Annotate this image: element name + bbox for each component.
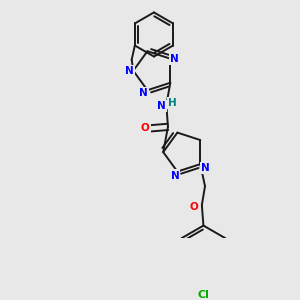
Text: N: N: [170, 54, 178, 64]
Text: O: O: [190, 202, 198, 212]
Text: H: H: [168, 98, 177, 108]
Text: N: N: [157, 100, 166, 111]
Text: N: N: [139, 88, 148, 98]
Text: N: N: [171, 170, 179, 181]
Text: N: N: [201, 163, 209, 173]
Text: O: O: [141, 124, 149, 134]
Text: Cl: Cl: [197, 290, 209, 300]
Text: N: N: [125, 66, 134, 76]
